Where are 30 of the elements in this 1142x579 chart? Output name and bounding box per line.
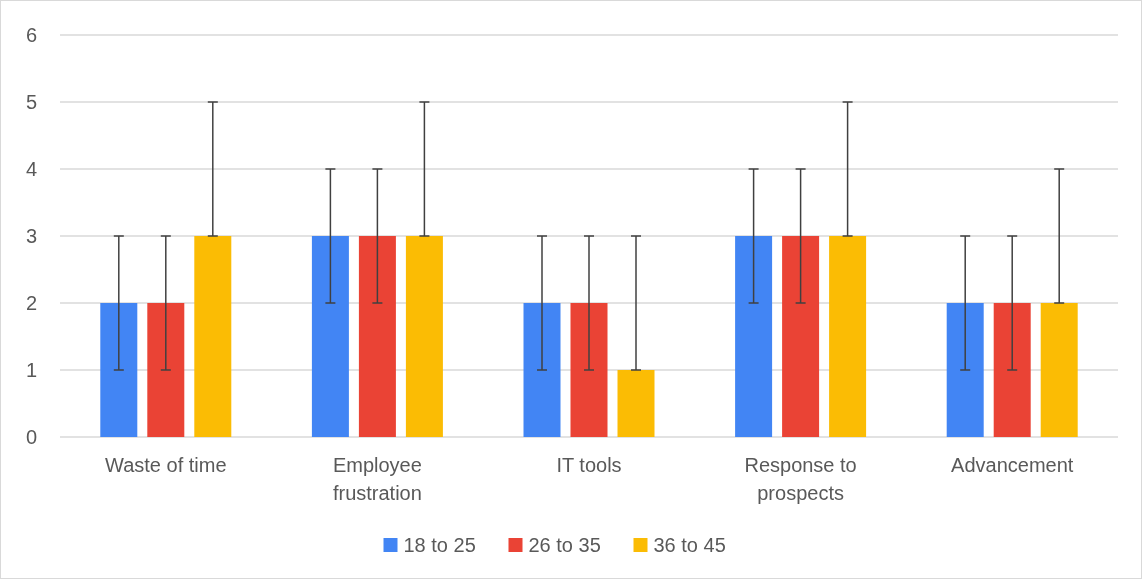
legend-label: 36 to 45 (653, 534, 726, 556)
bar (782, 236, 820, 437)
x-tick-label: Waste of time (105, 454, 227, 476)
y-tick-label: 0 (25, 426, 37, 448)
y-tick-label: 6 (25, 24, 37, 46)
bar (405, 236, 443, 437)
x-tick-label: IT tools (556, 454, 622, 476)
bar (194, 236, 232, 437)
bar (617, 370, 655, 437)
bar (946, 303, 984, 437)
legend-label: 26 to 35 (528, 534, 601, 556)
bar (570, 303, 608, 437)
bar (829, 236, 867, 437)
bar (735, 236, 773, 437)
bar (993, 303, 1031, 437)
bar (147, 303, 185, 437)
x-tick-label: Employee frustration (332, 454, 422, 504)
bar (1040, 303, 1078, 437)
bar (100, 303, 138, 437)
y-tick-label: 1 (25, 359, 37, 381)
y-tick-label: 3 (25, 225, 37, 247)
y-tick-label: 5 (25, 91, 37, 113)
bar (358, 236, 396, 437)
x-tick-label: Response to prospects (744, 454, 857, 504)
bar (523, 303, 561, 437)
bar (311, 236, 349, 437)
legend-label: 18 to 25 (403, 534, 476, 556)
x-tick-label: Advancement (951, 454, 1074, 476)
y-tick-label: 2 (25, 292, 37, 314)
y-tick-label: 4 (25, 158, 37, 180)
